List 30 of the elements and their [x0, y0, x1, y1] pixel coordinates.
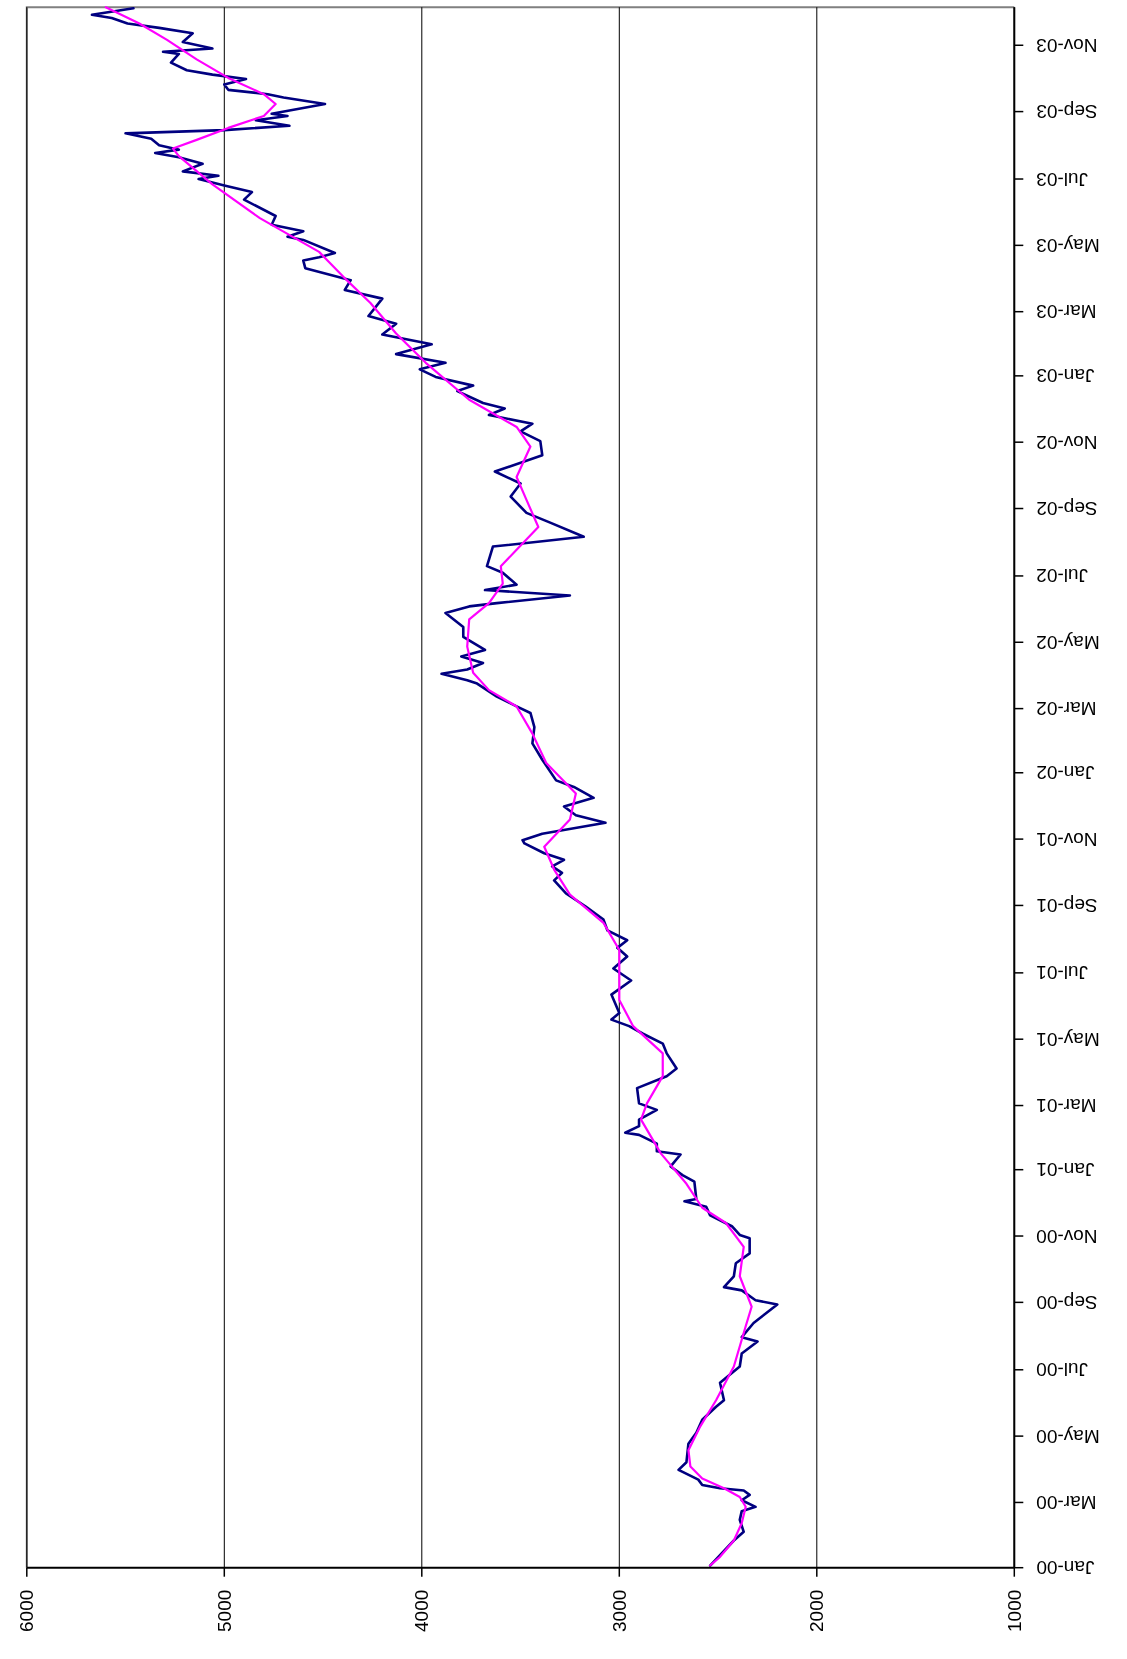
- y-tick-label: Mar-01: [1036, 1095, 1097, 1117]
- y-tick-label: Jan-03: [1036, 365, 1095, 387]
- x-tick-label: 5000: [213, 1589, 235, 1632]
- x-tick-label: 6000: [16, 1589, 38, 1632]
- x-tick-label: 2000: [806, 1589, 828, 1632]
- y-tick-label: Jan-01: [1036, 1159, 1095, 1181]
- y-tick-label: Sep-02: [1036, 498, 1098, 520]
- y-tick-label: Sep-03: [1036, 101, 1098, 123]
- y-tick-label: Jul-03: [1036, 168, 1089, 190]
- y-tick-label: May-03: [1036, 234, 1100, 256]
- x-tick-label: 3000: [608, 1589, 630, 1632]
- y-tick-label: Nov-00: [1036, 1225, 1098, 1247]
- y-tick-label: Sep-01: [1036, 894, 1098, 916]
- y-tick-label: May-00: [1036, 1425, 1100, 1447]
- y-tick-label: Mar-02: [1036, 698, 1097, 720]
- y-tick-label: Jan-02: [1036, 762, 1095, 784]
- y-tick-label: Mar-00: [1036, 1491, 1097, 1513]
- y-tick-label: Jul-01: [1036, 962, 1089, 984]
- x-tick-label: 1000: [1003, 1589, 1025, 1632]
- y-tick-label: Nov-01: [1036, 828, 1098, 850]
- x-tick-label: 4000: [411, 1589, 433, 1632]
- y-tick-label: May-02: [1036, 631, 1100, 653]
- y-tick-label: Sep-00: [1036, 1291, 1098, 1313]
- y-tick-label: Nov-02: [1036, 431, 1098, 453]
- y-tick-label: Jul-00: [1036, 1359, 1089, 1381]
- y-tick-label: May-01: [1036, 1028, 1100, 1050]
- y-tick-label: Mar-03: [1036, 301, 1097, 323]
- y-tick-label: Jan-00: [1036, 1557, 1095, 1579]
- y-tick-label: Jul-02: [1036, 565, 1089, 587]
- y-tick-label: Nov-03: [1036, 34, 1098, 56]
